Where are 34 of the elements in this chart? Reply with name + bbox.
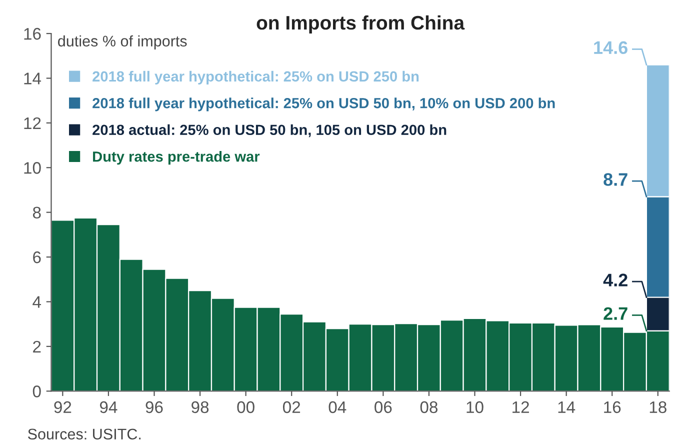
legend-label: 2018 full year hypothetical: 25% on USD 250 bn (92, 70, 419, 84)
x-tick-label: 98 (192, 401, 209, 414)
source-note: Sources: USITC. (28, 428, 141, 440)
annotation: 4.2 (603, 274, 628, 286)
x-tick-label: 00 (237, 401, 254, 414)
x-tick-label: 02 (282, 401, 300, 414)
annotation: 8.7 (604, 173, 628, 186)
x-tick-label: 06 (374, 401, 392, 414)
legend-label: 2018 full year hypothetical: 25% on USD 50 bn, 10% on USD 200 bn (92, 98, 555, 112)
x-tick-label: 04 (328, 401, 346, 414)
x-tick-label: 10 (466, 401, 484, 414)
legend-label: 2018 actual: 25% on USD 50 bn, 105 on USD 200 bn (92, 124, 446, 138)
y-tick-label: 16 (24, 28, 41, 40)
x-tick-label: 18 (650, 401, 666, 414)
x-tick-label: 08 (420, 401, 438, 414)
x-tick-label: 12 (512, 401, 529, 413)
y-tick-label: 2 (33, 340, 41, 352)
annotation: 2.7 (604, 307, 628, 320)
y-tick-label: 4 (32, 296, 42, 308)
x-tick-label: 92 (54, 401, 72, 414)
y-tick-label: 14 (24, 72, 42, 84)
y-tick-label: 0 (32, 386, 41, 398)
x-tick-label: 16 (604, 401, 621, 414)
legend-label: Duty rates pre-trade war (93, 151, 260, 165)
y-tick-label: 10 (24, 162, 41, 174)
y-axis-title: duties % of imports (58, 35, 187, 50)
x-tick-label: 96 (146, 401, 163, 414)
chart-title: on Imports from China (256, 15, 465, 34)
annotation: 14.6 (594, 41, 628, 54)
y-tick-label: 6 (33, 251, 41, 264)
y-tick-label: 8 (32, 206, 41, 219)
y-tick-label: 12 (24, 117, 41, 129)
x-tick-label: 14 (558, 401, 576, 413)
x-tick-label: 94 (100, 401, 118, 414)
